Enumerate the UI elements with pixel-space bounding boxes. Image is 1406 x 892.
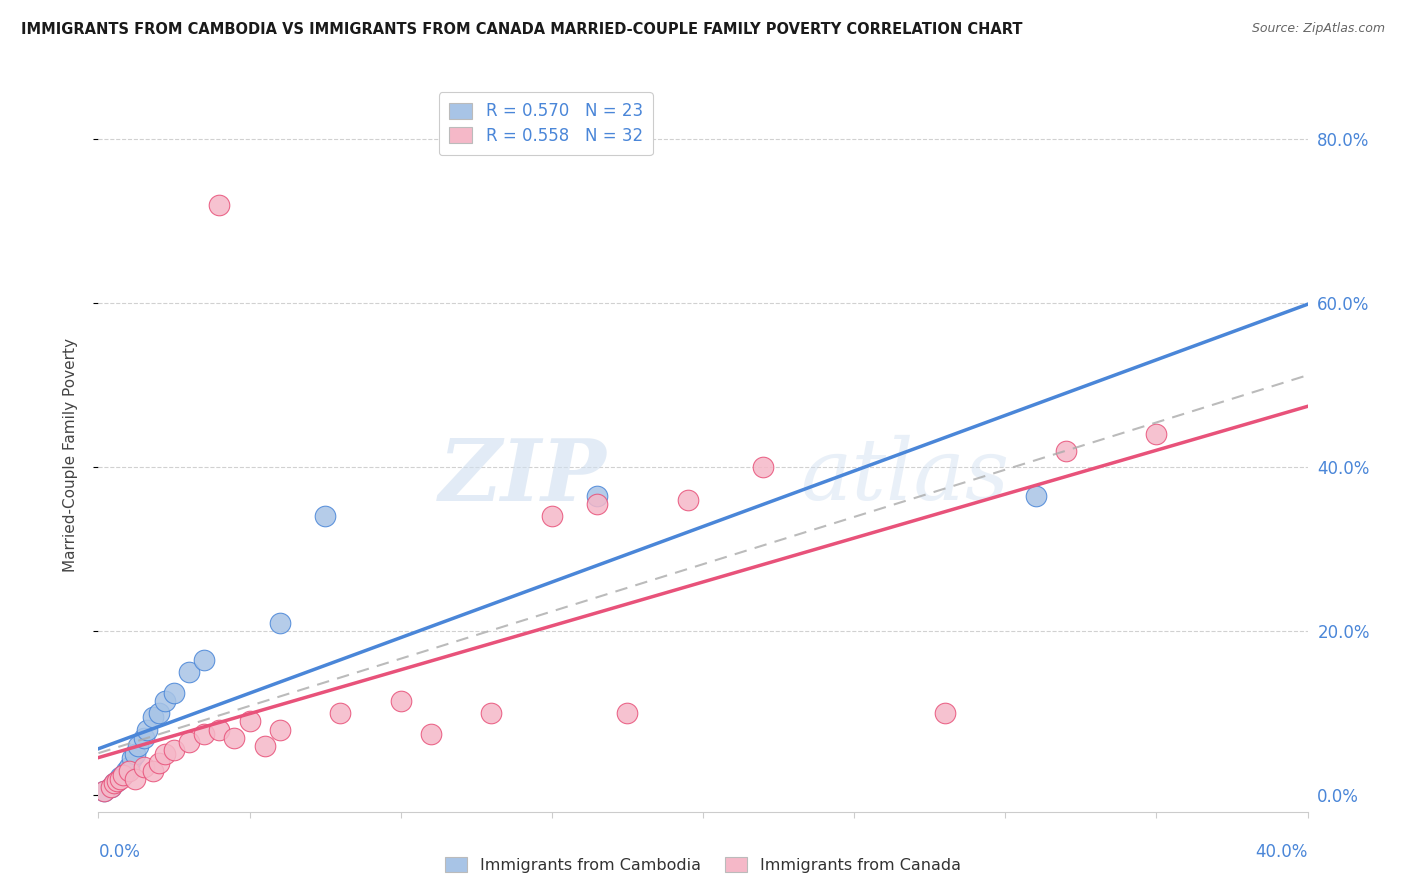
Point (118, 759, 141, 773)
Point (676, 493, 699, 508)
Point (1024, 489, 1046, 503)
Point (148, 706, 170, 721)
Point (153, 694, 176, 708)
Point (420, 727, 443, 741)
Point (132, 759, 155, 773)
Point (269, 723, 291, 737)
Point (179, 735, 201, 749)
Point (1054, 443, 1077, 458)
Point (314, 509, 336, 524)
Point (132, 731, 155, 745)
Point (934, 706, 956, 721)
Point (269, 616, 291, 631)
Point (111, 768, 134, 782)
Point (124, 772, 146, 786)
Point (179, 665, 201, 680)
Point (142, 764, 165, 778)
Point (142, 710, 165, 724)
Point (616, 706, 638, 721)
Point (118, 764, 141, 778)
Text: 0.0%: 0.0% (98, 843, 141, 861)
Point (103, 776, 125, 790)
Point (163, 686, 186, 700)
Y-axis label: Married-Couple Family Poverty: Married-Couple Family Poverty (63, 338, 77, 572)
Point (752, 460, 775, 475)
Point (121, 751, 143, 765)
Point (135, 723, 157, 737)
Point (93, 784, 115, 798)
Point (481, 706, 503, 721)
Point (127, 739, 149, 753)
Point (208, 723, 231, 737)
Point (1144, 427, 1167, 442)
Text: atlas: atlas (800, 435, 1010, 517)
Point (103, 776, 125, 790)
Point (108, 770, 131, 784)
Point (93, 784, 115, 798)
Point (148, 756, 170, 770)
Point (193, 727, 215, 741)
Legend: Immigrants from Cambodia, Immigrants from Canada: Immigrants from Cambodia, Immigrants fro… (439, 851, 967, 880)
Point (114, 764, 136, 778)
Point (389, 694, 412, 708)
Point (105, 773, 128, 788)
Text: IMMIGRANTS FROM CAMBODIA VS IMMIGRANTS FROM CANADA MARRIED-COUPLE FAMILY POVERTY: IMMIGRANTS FROM CAMBODIA VS IMMIGRANTS F… (21, 22, 1022, 37)
Point (586, 489, 609, 503)
Point (108, 772, 131, 786)
Text: ZIP: ZIP (439, 434, 606, 518)
Point (163, 743, 186, 757)
Point (208, 198, 231, 212)
Point (253, 739, 276, 753)
Point (239, 714, 262, 729)
Point (100, 780, 122, 794)
Point (193, 653, 215, 667)
Point (111, 768, 134, 782)
Legend: R = 0.570   N = 23, R = 0.558   N = 32: R = 0.570 N = 23, R = 0.558 N = 32 (439, 92, 652, 155)
Point (100, 780, 122, 794)
Point (105, 773, 128, 788)
Text: Source: ZipAtlas.com: Source: ZipAtlas.com (1251, 22, 1385, 36)
Point (329, 706, 352, 721)
Point (153, 747, 176, 762)
Point (124, 747, 146, 762)
Text: 40.0%: 40.0% (1256, 843, 1308, 861)
Point (540, 509, 562, 524)
Point (586, 497, 609, 511)
Point (224, 731, 246, 745)
